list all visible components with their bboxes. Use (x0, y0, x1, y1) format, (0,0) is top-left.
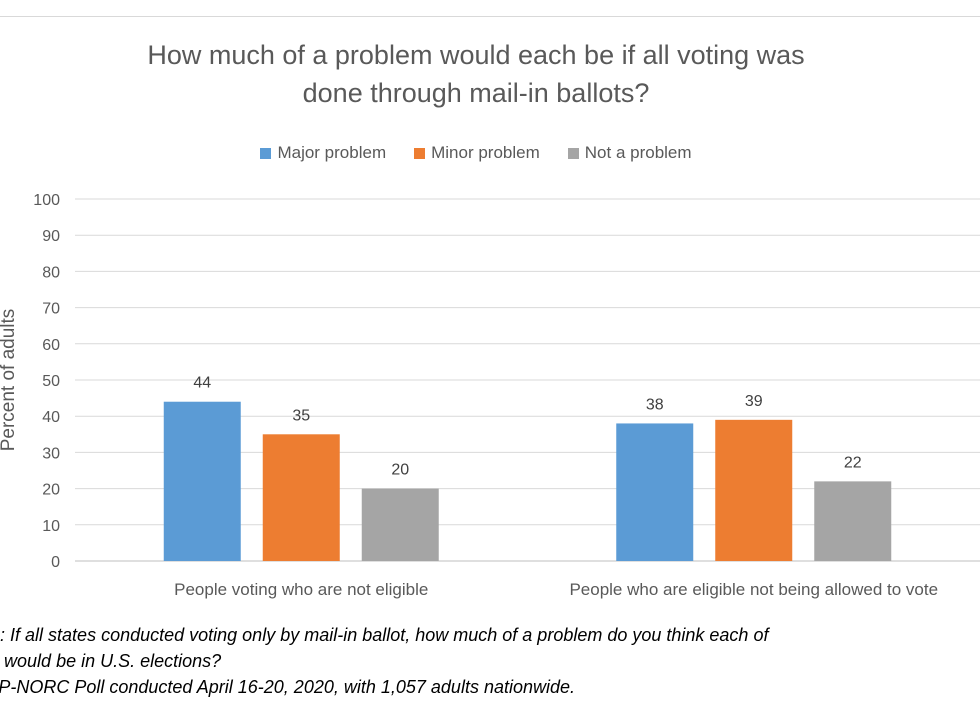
chart-title-line-1: How much of a problem would each be if a… (147, 40, 805, 70)
legend-item-minor: Minor problem (414, 143, 540, 163)
y-tick-label: 20 (42, 482, 60, 499)
y-tick-label: 50 (42, 373, 60, 390)
data-label: 44 (193, 375, 211, 392)
y-tick-label: 10 (42, 518, 60, 535)
legend-swatch-major (260, 147, 272, 159)
legend-label-minor: Minor problem (431, 143, 540, 162)
legend-swatch-minor (414, 147, 426, 159)
legend-item-major: Major problem (260, 143, 386, 163)
bar (361, 488, 439, 561)
bar-chart-plot: 0 10 20 30 40 50 60 70 80 90 100 Percent of adults 4… (0, 192, 980, 599)
legend-item-none: Not a problem (567, 143, 692, 163)
chart-title: How much of a problem would each be if a… (0, 36, 952, 112)
y-tick-label: 60 (42, 337, 60, 354)
y-axis-title: Percent of adults (0, 309, 19, 452)
data-label: 22 (844, 454, 862, 471)
bar (814, 481, 892, 561)
bar (163, 401, 241, 561)
data-label: 39 (745, 393, 763, 410)
x-category-label: People who are eligible not being allowe… (569, 580, 938, 599)
chart-footnote: estion: If all states conducted voting o… (0, 622, 980, 700)
x-category-label: People voting who are not eligible (174, 580, 428, 599)
footnote-source: rce: AP-NORC Poll conducted April 16-20,… (0, 677, 576, 697)
footnote-question-line-1: estion: If all states conducted voting o… (0, 625, 769, 645)
y-tick-label: 80 (42, 264, 60, 281)
legend-label-none: Not a problem (584, 143, 692, 162)
data-label: 38 (646, 396, 664, 413)
y-tick-label: 70 (42, 301, 60, 318)
y-tick-label: 90 (42, 228, 60, 245)
bar (616, 423, 694, 561)
y-tick-label: 0 (51, 554, 60, 571)
footnote-question-line-2: owing would be in U.S. elections? (0, 651, 222, 671)
y-tick-label: 30 (42, 445, 60, 462)
bar (262, 434, 340, 561)
y-tick-label: 40 (42, 409, 60, 426)
legend-label-major: Major problem (277, 143, 387, 162)
top-divider (0, 16, 980, 17)
chart-legend: Major problem Minor problem Not a proble… (0, 143, 952, 163)
y-tick-label: 100 (33, 192, 60, 209)
chart-title-line-2: done through mail-in ballots? (302, 78, 650, 108)
legend-swatch-none (567, 147, 579, 159)
bar (715, 419, 793, 561)
data-label: 20 (391, 462, 409, 479)
data-label: 35 (292, 407, 310, 424)
